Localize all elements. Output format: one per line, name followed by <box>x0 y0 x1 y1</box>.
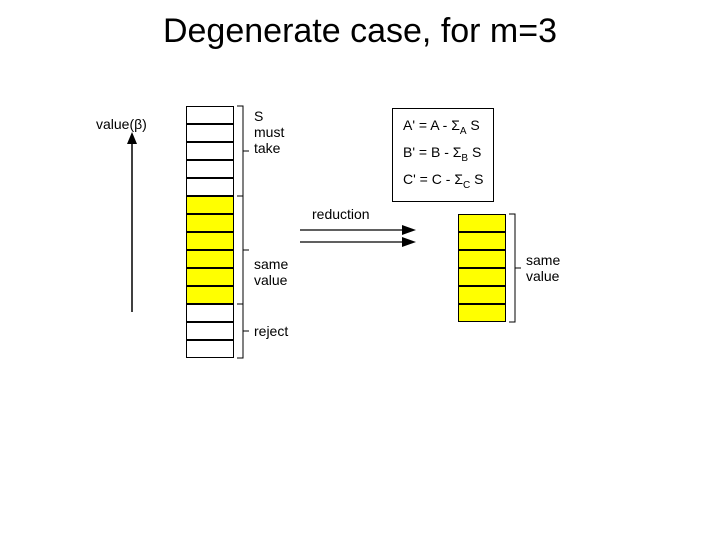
left-cell <box>186 286 234 304</box>
left-cell <box>186 124 234 142</box>
bracket-left-group-2 <box>236 196 250 304</box>
value-beta-label: value(β) <box>96 116 147 132</box>
left-cell <box>186 232 234 250</box>
bracket-left-group-1 <box>236 106 250 196</box>
equation-row: B' = B - ΣB S <box>403 142 483 169</box>
left-cell <box>186 340 234 358</box>
reduction-label: reduction <box>312 206 370 222</box>
left-cell <box>186 196 234 214</box>
equations-box: A' = A - ΣA S B' = B - ΣB S C' = C - ΣC … <box>392 108 494 202</box>
page-title: Degenerate case, for m=3 <box>0 12 720 51</box>
right-cell <box>458 250 506 268</box>
bracket-right-group <box>508 214 522 322</box>
left-cell <box>186 214 234 232</box>
equation-row: A' = A - ΣA S <box>403 115 483 142</box>
left-cell <box>186 106 234 124</box>
reduction-arrows <box>300 224 420 250</box>
label-same-value-right: same value <box>526 252 560 284</box>
right-cell <box>458 304 506 322</box>
left-cell <box>186 304 234 322</box>
left-cell <box>186 160 234 178</box>
left-cell <box>186 268 234 286</box>
left-cell <box>186 322 234 340</box>
label-S-must-take: S must take <box>254 108 284 156</box>
right-cell <box>458 214 506 232</box>
left-cell <box>186 142 234 160</box>
right-cell <box>458 232 506 250</box>
label-reject: reject <box>254 323 288 339</box>
right-cell <box>458 268 506 286</box>
label-same-value-left: same value <box>254 256 288 288</box>
value-beta-arrow <box>126 132 138 316</box>
left-cell <box>186 178 234 196</box>
bracket-left-group-3 <box>236 304 250 358</box>
right-cell <box>458 286 506 304</box>
left-cell <box>186 250 234 268</box>
equation-row: C' = C - ΣC S <box>403 169 483 196</box>
